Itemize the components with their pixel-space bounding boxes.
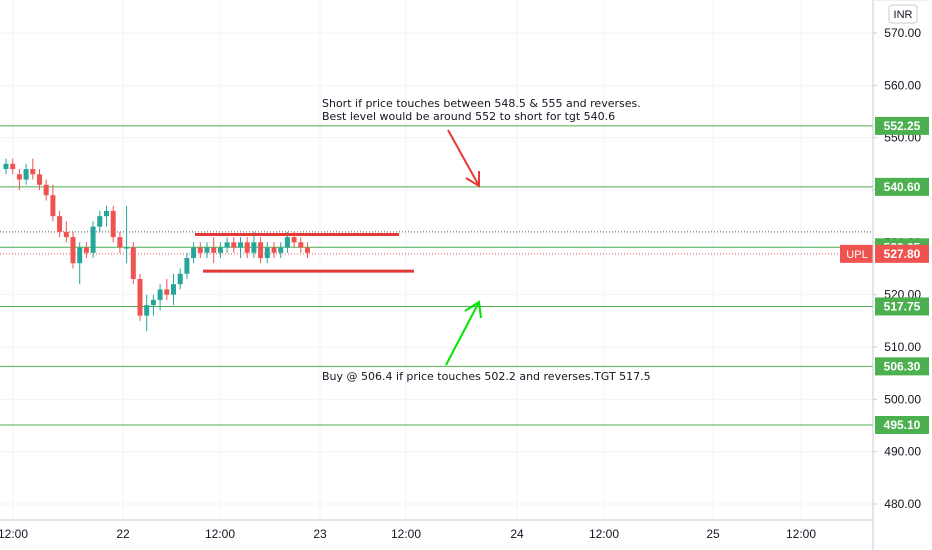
candle-body[interactable] — [244, 242, 250, 253]
level-label-badge — [875, 297, 929, 316]
level-label: 517.75 — [884, 299, 921, 313]
candle-body[interactable] — [83, 247, 89, 253]
y-tick-label: 480.00 — [884, 497, 921, 511]
candle-body[interactable] — [305, 247, 310, 253]
candle-body[interactable] — [217, 247, 223, 253]
candle-body[interactable] — [50, 195, 56, 217]
y-tick-label: 510.00 — [884, 340, 921, 354]
short-annotation-line-1: Short if price touches between 548.5 & 5… — [322, 97, 641, 110]
candle-body[interactable] — [37, 174, 42, 185]
candle-body[interactable] — [150, 299, 156, 306]
candle-body[interactable] — [164, 289, 170, 295]
buy-annotation-text: Buy @ 506.4 if price touches 502.2 and r… — [322, 370, 651, 383]
level-label-badge — [875, 357, 929, 376]
time-axis[interactable]: 12:00 22 12:00 23 12:00 24 12:00 25 12:00 — [0, 519, 873, 541]
candle-body[interactable] — [137, 278, 143, 316]
candle-body[interactable] — [124, 247, 130, 249]
drawn-trend-lines[interactable] — [195, 232, 414, 273]
candle-body[interactable] — [70, 237, 76, 264]
y-tick-label: 500.00 — [884, 392, 921, 406]
candle-body[interactable] — [238, 242, 243, 248]
x-tick-label: 12:00 — [205, 527, 235, 541]
buy-arrow-head — [464, 300, 482, 319]
candle-body[interactable] — [16, 174, 22, 180]
level-label: 495.10 — [884, 418, 921, 432]
last-price-badge — [875, 244, 929, 263]
candle-body[interactable] — [157, 289, 163, 300]
candle-body[interactable] — [271, 247, 277, 253]
candle-body[interactable] — [43, 184, 49, 196]
x-tick-label: 23 — [313, 527, 327, 541]
candle-body[interactable] — [197, 247, 203, 253]
candle-body[interactable] — [110, 210, 116, 238]
candle-body[interactable] — [251, 242, 257, 253]
candle-body[interactable] — [144, 305, 150, 316]
candle-body[interactable] — [30, 169, 36, 175]
candle-body[interactable] — [224, 242, 230, 248]
price-axis[interactable]: 480.00490.00500.00510.00520.00530.00540.… — [872, 0, 932, 550]
symbol-label: UPL — [846, 249, 867, 261]
level-label: 552.25 — [884, 119, 921, 133]
x-tick-label: 12:00 — [391, 527, 421, 541]
x-tick-label: 25 — [706, 527, 720, 541]
candle-body[interactable] — [278, 247, 284, 253]
level-label-badge — [875, 415, 929, 434]
candle-body[interactable] — [23, 169, 29, 180]
candle-body[interactable] — [264, 247, 270, 259]
short-annotation-line-2: Best level would be around 552 to short … — [322, 110, 616, 123]
level-label: 506.30 — [884, 359, 921, 373]
currency-label: INR — [894, 9, 913, 21]
buy-annotation: Buy @ 506.4 if price touches 502.2 and r… — [322, 370, 651, 383]
currency-badge[interactable] — [888, 4, 918, 24]
candle-body[interactable] — [177, 273, 183, 285]
y-tick-label: 560.00 — [884, 78, 921, 92]
candle-body[interactable] — [258, 242, 264, 259]
candle-body[interactable] — [104, 210, 109, 217]
candle-body[interactable] — [97, 216, 103, 227]
candle-body[interactable] — [63, 231, 69, 238]
candle-body[interactable] — [284, 237, 290, 248]
x-tick-label: 22 — [116, 527, 130, 541]
symbol-badge — [840, 244, 874, 263]
x-tick-label: 12:00 — [0, 527, 28, 541]
price-axis-background — [873, 0, 932, 550]
candle-body[interactable] — [211, 247, 217, 253]
candle-body[interactable] — [3, 163, 9, 170]
candle-body[interactable] — [204, 247, 210, 253]
last-price-label: 527.80 — [884, 247, 921, 261]
y-tick-label: 490.00 — [884, 445, 921, 459]
candle-body[interactable] — [184, 258, 190, 274]
candle-body[interactable] — [57, 216, 63, 232]
chart-grid — [0, 0, 873, 520]
buy-arrow — [445, 303, 479, 366]
candle-body[interactable] — [130, 247, 136, 279]
x-tick-label: 12:00 — [589, 527, 619, 541]
x-tick-label: 24 — [510, 527, 524, 541]
candle-body[interactable] — [10, 163, 16, 170]
level-label: 540.60 — [884, 180, 921, 194]
candle-body[interactable] — [117, 237, 123, 248]
candle-body[interactable] — [231, 242, 237, 248]
short-arrow-head — [465, 171, 480, 188]
short-annotation: Short if price touches between 548.5 & 5… — [322, 97, 641, 123]
x-tick-label: 12:00 — [786, 527, 816, 541]
candle-body[interactable] — [77, 247, 83, 264]
level-label-badge — [875, 116, 929, 135]
horizontal-levels: UPL — [0, 125, 874, 426]
y-tick-label: 570.00 — [884, 26, 921, 40]
candle-body[interactable] — [171, 284, 176, 295]
candle-body[interactable] — [90, 226, 96, 253]
candle-body[interactable] — [191, 247, 197, 259]
candlestick-series[interactable] — [3, 158, 311, 332]
candle-body[interactable] — [298, 242, 304, 248]
short-arrow — [447, 129, 479, 185]
candle-body[interactable] — [291, 237, 297, 243]
level-label-badge — [875, 177, 929, 196]
annotation-arrows — [445, 129, 482, 366]
